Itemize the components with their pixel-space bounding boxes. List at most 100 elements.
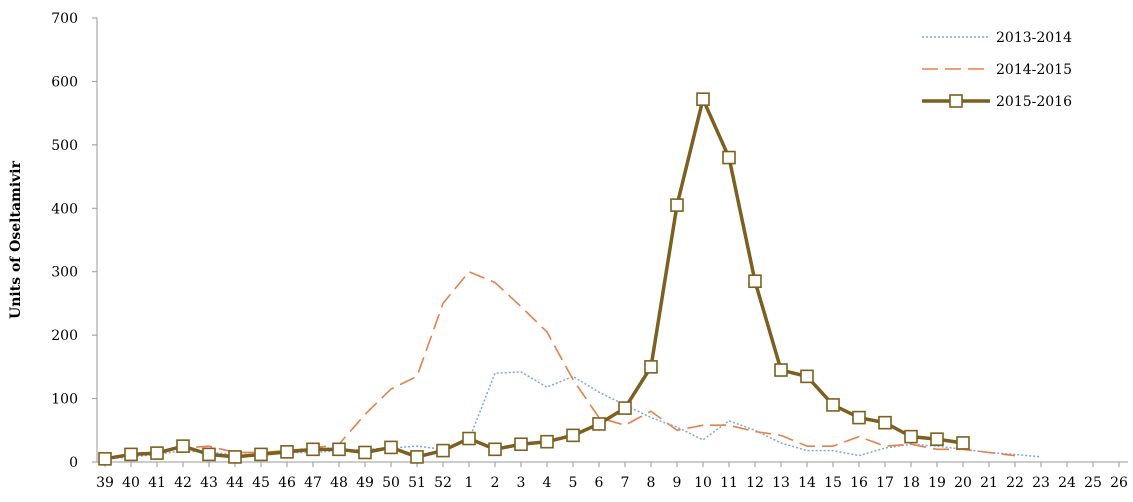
data-point [956, 436, 970, 450]
x-tick-label: 26 [1110, 475, 1128, 491]
data-point [410, 450, 424, 464]
data-point [280, 445, 294, 459]
x-tick-label: 11 [720, 475, 738, 491]
data-point [930, 432, 944, 446]
x-tick-label: 41 [148, 475, 166, 491]
y-tick-label: 300 [51, 265, 78, 281]
data-point [670, 198, 684, 212]
x-tick-label: 23 [1032, 475, 1050, 491]
data-point [436, 443, 450, 458]
x-tick-label: 4 [543, 475, 552, 491]
data-point [566, 428, 580, 443]
y-tick-label: 200 [51, 328, 78, 344]
x-tick-label: 42 [174, 475, 192, 491]
data-point [358, 445, 372, 460]
x-tick-label: 17 [876, 475, 894, 491]
legend: 2013-2014 2014-2015 2015-2016 [922, 30, 1072, 110]
data-point [748, 274, 762, 289]
data-point [384, 440, 398, 455]
x-tick-label: 49 [356, 475, 374, 491]
series-layer [98, 92, 1042, 466]
data-point [176, 439, 190, 453]
data-point [644, 360, 658, 374]
x-ticks: 39 40 41 42 43 44 45 46 47 48 49 50 51 52 1 2 3 4 5 6 7 8 9 10 1… [96, 462, 1128, 491]
data-point [332, 442, 346, 457]
x-tick-label: 13 [772, 475, 790, 491]
x-tick-label: 22 [1006, 475, 1024, 491]
data-point [228, 450, 242, 464]
y-axis: Units of Oseltamivir 0 100 200 300 400 500 600… [8, 11, 98, 471]
series-2015-2016 [98, 92, 970, 466]
x-tick-label: 12 [746, 475, 764, 491]
data-point [150, 446, 164, 460]
y-tick-label: 0 [69, 455, 78, 471]
legend-label: 2015-2016 [996, 94, 1072, 110]
x-tick-label: 2 [491, 475, 500, 491]
data-point [98, 452, 112, 466]
data-point [904, 429, 918, 444]
legend-label: 2014-2015 [996, 62, 1072, 78]
data-point [722, 150, 736, 165]
x-tick-label: 25 [1084, 475, 1102, 491]
x-tick-label: 10 [694, 475, 712, 491]
x-tick-label: 8 [647, 475, 656, 491]
data-point [254, 447, 268, 462]
data-point [592, 417, 606, 431]
x-tick-label: 15 [824, 475, 842, 491]
x-tick-label: 43 [200, 475, 218, 491]
x-tick-label: 18 [902, 475, 920, 491]
y-tick-label: 100 [51, 392, 78, 408]
x-tick-label: 9 [673, 475, 682, 491]
data-point [462, 431, 476, 446]
y-axis-label: Units of Oseltamivir [8, 160, 24, 319]
x-tick-label: 24 [1058, 475, 1076, 491]
data-point [774, 363, 788, 377]
x-tick-label: 19 [928, 475, 946, 491]
y-tick-label: 400 [51, 201, 78, 217]
y-tick-label: 700 [51, 11, 78, 27]
data-point [488, 442, 502, 457]
x-tick-label: 6 [595, 475, 604, 491]
legend-item: 2015-2016 [922, 94, 1072, 110]
y-ticks: 0 100 200 300 400 500 600 700 [51, 11, 97, 471]
data-point [306, 442, 320, 457]
data-point [800, 369, 814, 384]
x-tick-label: 16 [850, 475, 868, 491]
x-tick-label: 45 [252, 475, 270, 491]
series-2014-2015 [104, 270, 1016, 460]
x-tick-label: 39 [96, 475, 114, 491]
data-point [618, 401, 632, 415]
x-tick-label: 46 [278, 475, 296, 491]
x-tick-label: 3 [517, 475, 526, 491]
x-tick-label: 47 [304, 475, 322, 491]
legend-item: 2013-2014 [922, 30, 1072, 46]
x-tick-label: 44 [226, 475, 244, 491]
legend-marker [949, 94, 963, 108]
data-point [878, 415, 892, 430]
data-point [696, 92, 710, 106]
legend-label: 2013-2014 [996, 30, 1072, 46]
data-point [540, 434, 554, 449]
x-tick-label: 52 [434, 475, 452, 491]
x-tick-label: 14 [798, 475, 816, 491]
data-point [826, 398, 840, 412]
x-tick-label: 21 [980, 475, 998, 491]
data-point [852, 410, 866, 425]
x-tick-label: 20 [954, 475, 972, 491]
x-tick-label: 50 [382, 475, 400, 491]
x-axis: 39 40 41 42 43 44 45 46 47 48 49 50 51 52 1 2 3 4 5 6 7 8 9 10 1… [96, 461, 1128, 491]
data-point [124, 447, 138, 462]
x-tick-label: 1 [465, 475, 474, 491]
x-tick-label: 51 [408, 475, 426, 491]
data-point [202, 447, 216, 462]
y-tick-label: 500 [51, 138, 78, 154]
legend-item: 2014-2015 [922, 62, 1072, 78]
x-tick-label: 48 [330, 475, 348, 491]
data-point [514, 437, 528, 452]
series-line [104, 270, 1016, 460]
y-tick-label: 600 [51, 74, 78, 90]
x-tick-label: 7 [621, 475, 630, 491]
x-tick-label: 40 [122, 475, 140, 491]
x-tick-label: 5 [569, 475, 578, 491]
